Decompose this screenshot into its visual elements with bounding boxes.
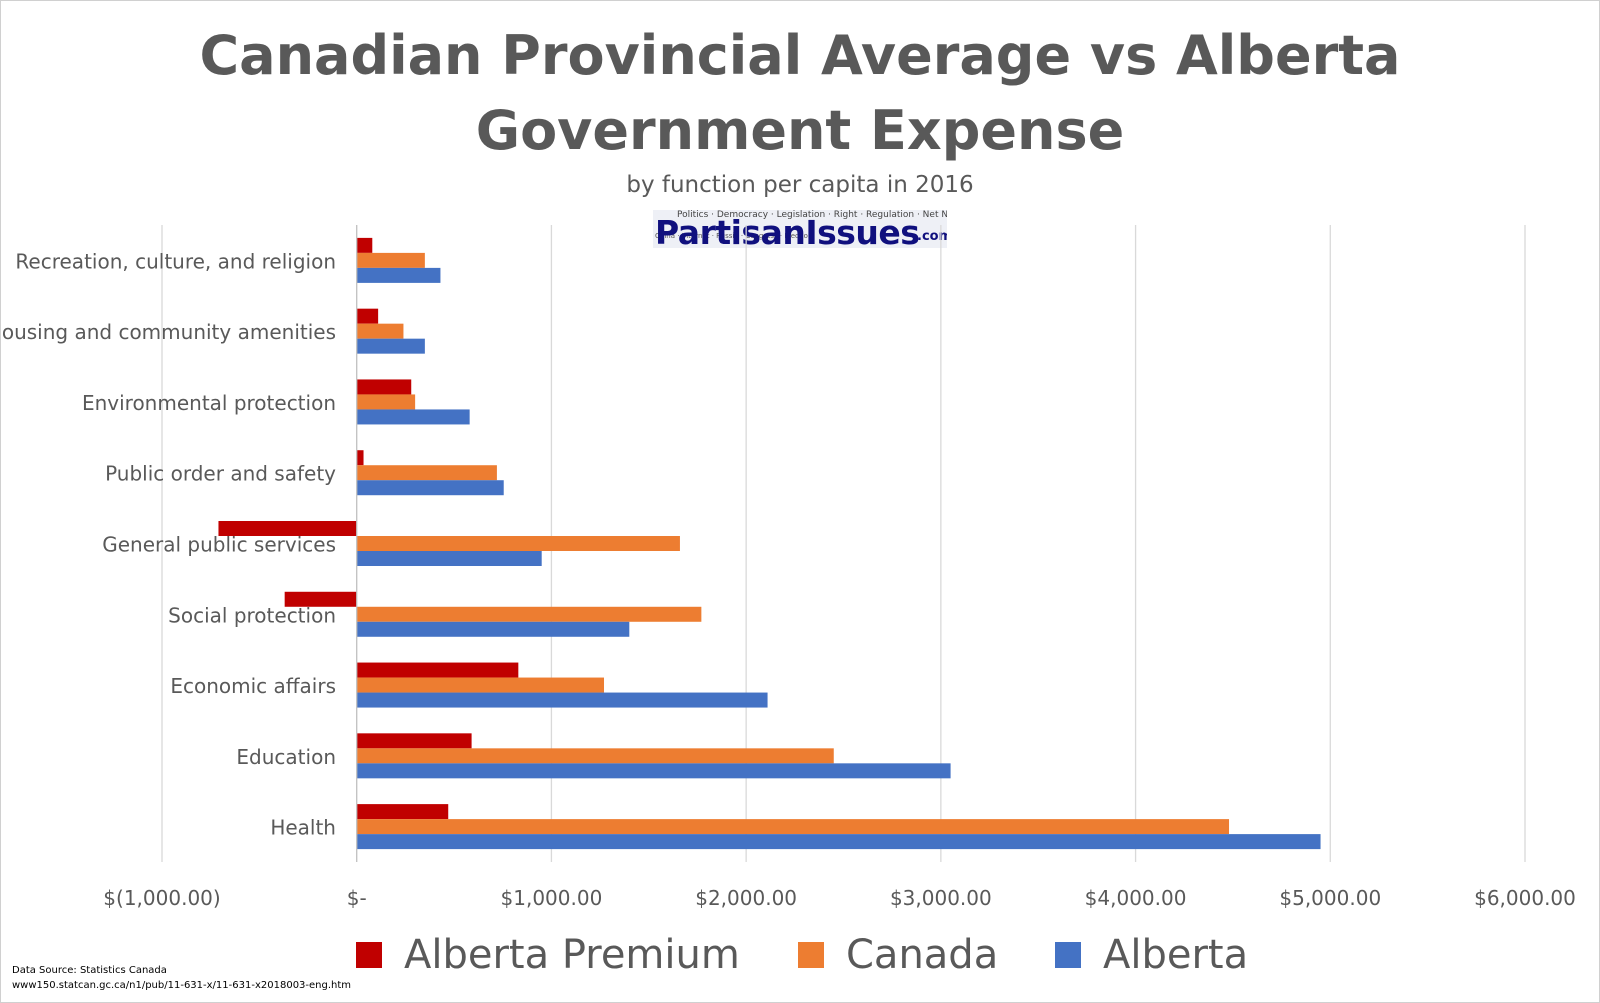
bar-canada-education — [356, 748, 834, 764]
category-label-housing-and-community-amenities: Housing and community amenities — [0, 320, 336, 344]
x-tick-label-7: $6,000.00 — [1474, 886, 1576, 910]
bar-canada-economic-affairs — [356, 677, 605, 693]
bar-canada-recreation-culture-and-religion — [356, 252, 425, 268]
legend-item-canada: Canada — [798, 932, 998, 978]
legend-label-canada: Canada — [846, 932, 999, 978]
x-tick-label-0: $(1,000.00) — [103, 886, 220, 910]
bar-canada-social-protection — [356, 606, 702, 622]
bar-alberta-premium-education — [356, 733, 472, 749]
bar-alberta-premium-social-protection — [284, 591, 357, 607]
x-tick-label-3: $2,000.00 — [695, 886, 797, 910]
legend-label-alberta-premium: Alberta Premium — [404, 932, 740, 978]
bar-canada-general-public-services — [356, 536, 680, 551]
bar-alberta-premium-economic-affairs — [356, 662, 519, 678]
x-tick-label-6: $5,000.00 — [1279, 886, 1381, 910]
legend-item-alberta: Alberta — [1055, 932, 1248, 978]
logo-word-cloud: Politics · Democracy · Legislation · Rig… — [677, 210, 947, 220]
category-label-economic-affairs: Economic affairs — [170, 674, 336, 698]
bar-alberta-premium-health — [356, 804, 449, 820]
bar-alberta-premium-housing-and-community-amenities — [356, 308, 379, 324]
bar-canada-environmental-protection — [356, 394, 416, 410]
bar-alberta-general-public-services — [356, 551, 542, 566]
partisanissues-logo: Politics · Democracy · Legislation · Rig… — [653, 210, 947, 248]
category-label-recreation-culture-and-religion: Recreation, culture, and religion — [15, 249, 336, 273]
chart-title-line1: Canadian Provincial Average vs Alberta — [199, 24, 1401, 87]
x-tick-label-4: $3,000.00 — [890, 886, 992, 910]
bar-alberta-premium-environmental-protection — [356, 379, 412, 395]
chart-subtitle: by function per capita in 2016 — [626, 172, 974, 198]
bar-alberta-premium-recreation-culture-and-religion — [356, 237, 373, 253]
bar-alberta-premium-general-public-services — [218, 521, 357, 536]
bar-alberta-housing-and-community-amenities — [356, 338, 425, 354]
category-label-environmental-protection: Environmental protection — [82, 391, 336, 415]
x-tick-label-5: $4,000.00 — [1085, 886, 1187, 910]
legend-label-alberta: Alberta — [1103, 932, 1249, 978]
chart-title-line2: Government Expense — [475, 99, 1125, 162]
legend-swatch-alberta — [1055, 942, 1081, 968]
logo-suffix: .com — [917, 229, 947, 244]
logo-brand-text: PartisanIssues — [655, 213, 920, 248]
bar-alberta-economic-affairs — [356, 692, 768, 708]
category-label-health: Health — [270, 816, 336, 840]
x-tick-label-1: $- — [347, 886, 367, 910]
data-source-note: Data Source: Statistics Canada www150.st… — [12, 963, 351, 993]
bar-alberta-health — [356, 834, 1321, 850]
logo-word-cloud-secondary: China · Internet · Russia · Congress · E… — [655, 232, 813, 240]
category-label-general-public-services: General public services — [102, 533, 336, 557]
bar-canada-health — [356, 819, 1230, 835]
x-tick-label-2: $1,000.00 — [501, 886, 603, 910]
data-source-url: www150.statcan.gc.ca/n1/pub/11-631-x/11-… — [12, 980, 352, 991]
category-label-social-protection: Social protection — [168, 603, 336, 627]
bar-alberta-recreation-culture-and-religion — [356, 267, 441, 283]
bar-alberta-premium-public-order-and-safety — [356, 450, 364, 466]
bar-alberta-environmental-protection — [356, 409, 470, 425]
bar-canada-public-order-and-safety — [356, 465, 497, 481]
legend-swatch-canada — [798, 942, 824, 968]
bar-alberta-public-order-and-safety — [356, 480, 504, 496]
legend-swatch-alberta-premium — [356, 942, 382, 968]
legend-item-alberta-premium: Alberta Premium — [356, 932, 740, 978]
category-label-education: Education — [236, 745, 336, 769]
data-source-line1: Data Source: Statistics Canada — [12, 965, 167, 976]
category-label-public-order-and-safety: Public order and safety — [105, 462, 336, 486]
bar-alberta-education — [356, 763, 951, 779]
bar-canada-housing-and-community-amenities — [356, 323, 404, 339]
bar-alberta-social-protection — [356, 621, 630, 637]
chart-legend: Alberta Premium Canada Alberta — [0, 932, 1600, 982]
